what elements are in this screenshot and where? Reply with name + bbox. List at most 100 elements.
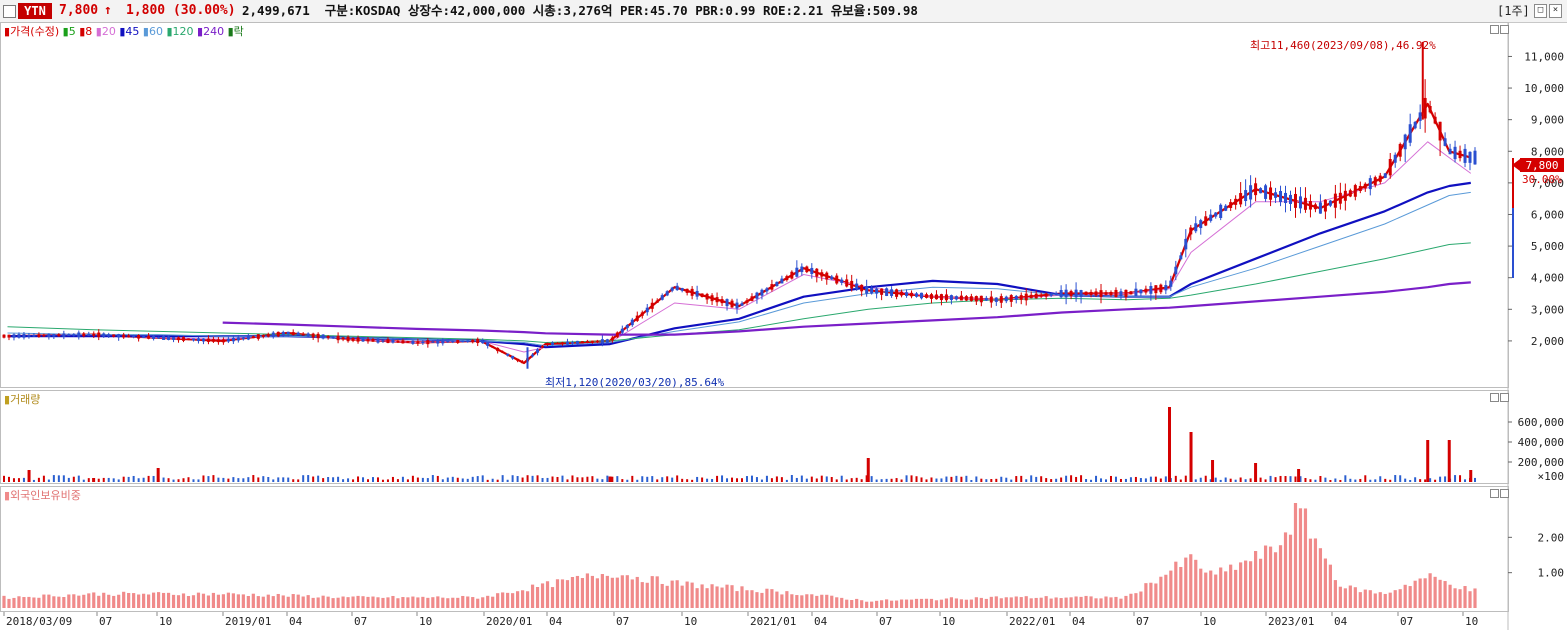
volume-bar [1100,478,1103,482]
foreign-bar [1438,579,1442,608]
candle-body [805,266,809,273]
foreign-bar [870,601,874,608]
last-price-label: 7,800 [1525,159,1558,172]
candle-body [555,342,559,345]
volume-bar [17,478,20,482]
candle-body [640,312,644,316]
volume-marks: 200,000 400,000 600,000 ×100 [3,407,1564,483]
foreign-bar [795,595,799,608]
volume-bar [82,479,85,482]
volume-bar [1080,475,1083,482]
candle-body [107,334,111,337]
foreign-bar [765,588,769,608]
candle-body [1343,190,1347,201]
foreign-bar [82,594,86,608]
foreign-bar [161,592,166,608]
candle-body [42,334,46,337]
foreign-bar [1258,558,1263,608]
close-button[interactable]: × [1549,4,1562,18]
volume-bar [1010,479,1013,482]
candle-body [1024,293,1028,301]
stock-name-badge[interactable]: YTN [18,3,52,19]
candle-body [426,340,430,345]
candle-body [939,294,943,301]
candle-body [1059,290,1063,298]
foreign-bar [605,575,609,608]
candle-body [67,334,71,336]
foreign-bar [77,595,81,608]
foreign-bar [1219,567,1223,608]
candle-body [1473,150,1477,165]
candle-body [989,296,993,303]
candle-body [725,299,729,307]
candle-body [795,267,799,277]
select-checkbox[interactable] [3,5,16,18]
foreign-bar [191,595,196,608]
candle-body [386,339,390,344]
candle-body [381,340,385,342]
foreign-bar [276,593,280,608]
foreign-bar [171,594,176,608]
foreign-bar [740,586,744,608]
foreign-bar [441,597,445,608]
volume-bar [736,478,739,482]
foreign-bar [1348,585,1352,608]
foreign-marks: 1.00 2.00 [2,503,1564,608]
candle-body [256,334,260,339]
candle-body [1274,192,1278,198]
candle-body [850,280,854,289]
candle-body [376,338,380,343]
candle-body [1184,238,1188,250]
candle-body [595,340,599,343]
candle-body [755,292,759,299]
candle-body [605,339,609,343]
foreign-bar [401,597,405,608]
candle-body [880,288,884,295]
legend-item: 락 [234,25,244,38]
volume-bar [37,477,40,482]
foreign-bar [32,597,36,608]
candle-body [1234,198,1238,205]
candle-body [147,335,151,339]
candle-body [915,293,919,297]
foreign-bar [1313,538,1318,608]
volume-bar [636,479,639,482]
volume-bar [1344,475,1347,482]
foreign-bar [1214,574,1218,608]
foreign-bar [271,596,275,608]
foreign-bar [1244,560,1248,608]
foreign-pane-controls[interactable] [1490,489,1509,498]
stock-chart[interactable]: ▮가격(수정) ▮5 ▮8 ▮20 ▮45 ▮60 ▮120 ▮240 ▮락 ▮… [0,22,1567,630]
volume-bar [307,475,310,482]
volume-bar [980,478,983,482]
foreign-bar [1229,564,1233,608]
period-selector[interactable]: [1주] [1497,4,1530,18]
candle-body [929,294,933,299]
x-tick-label: 07 [1136,615,1149,628]
price-pane-controls[interactable] [1490,25,1509,34]
volume-bar [1070,475,1073,482]
volume-bar [905,475,908,482]
foreign-bar [62,596,66,608]
volume-bar [1404,478,1407,482]
candle-body [301,333,305,336]
foreign-bar [256,596,260,608]
volume-bar [1359,478,1362,482]
foreign-bar [236,594,240,608]
volume-bar [486,479,489,482]
foreign-bar [97,595,101,608]
foreign-bar [735,591,739,608]
foreign-bar [501,592,505,608]
volume-bar [681,478,684,482]
volume-bar [142,477,145,482]
foreign-bar [1353,587,1357,608]
foreign-bar [1293,503,1298,608]
x-tick-label: 2019/01 [225,615,271,628]
candle-body [1194,223,1198,232]
foreign-bar [446,598,450,608]
candle-body [560,342,564,345]
maximize-button[interactable]: □ [1534,4,1547,18]
volume-pane-controls[interactable] [1490,393,1509,402]
foreign-bar [231,593,235,608]
candle-body [102,333,106,337]
